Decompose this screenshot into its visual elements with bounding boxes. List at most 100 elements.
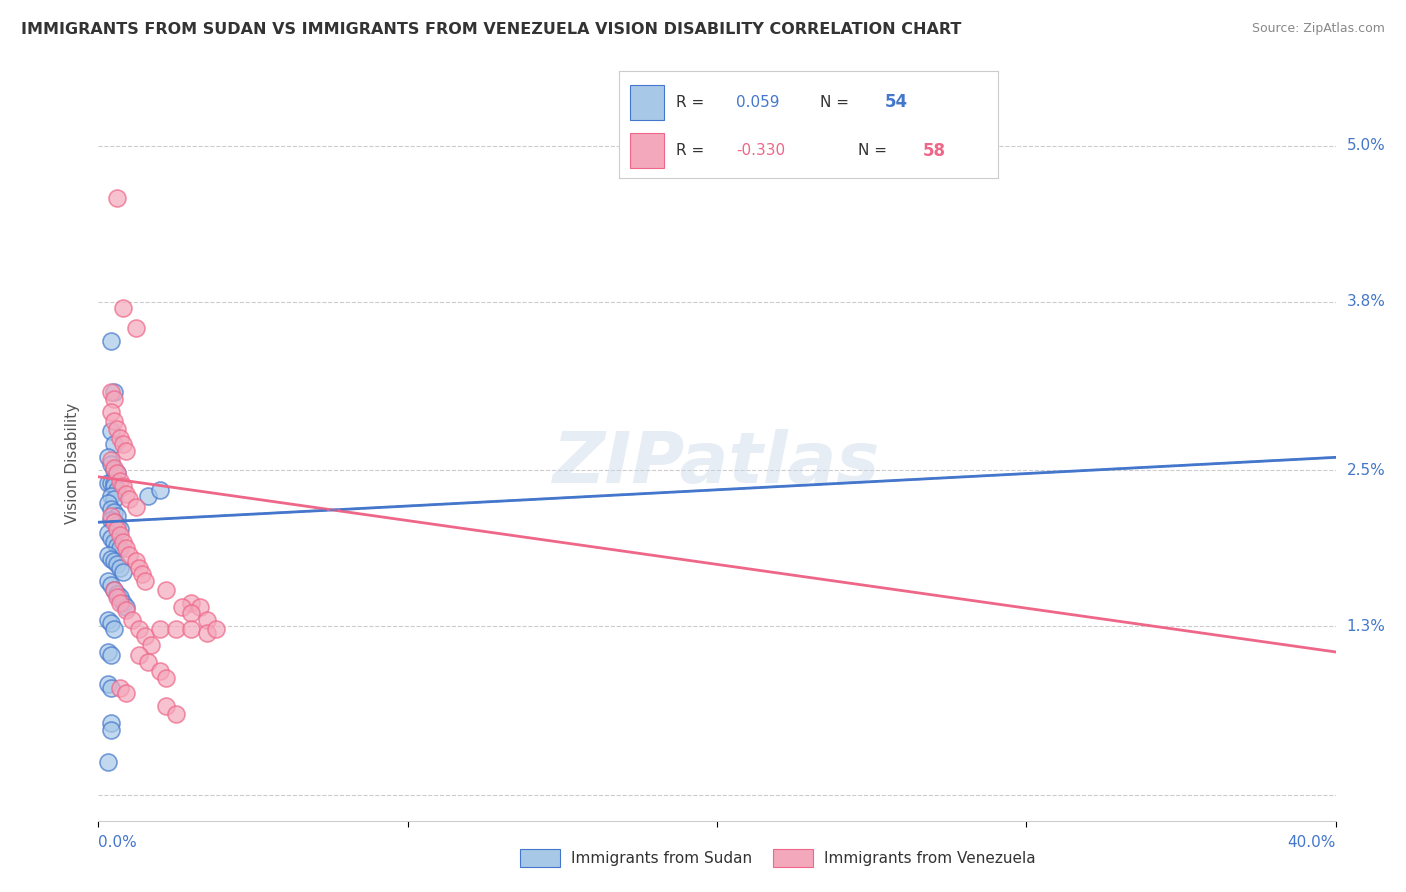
Point: [115, 541, 138, 556]
Point: [103, 414, 125, 428]
Point: [105, 483, 128, 497]
Point: [103, 582, 125, 597]
Point: [108, 591, 131, 605]
Point: [180, 606, 202, 620]
Point: [100, 508, 122, 523]
Point: [97, 476, 120, 491]
Point: [100, 489, 122, 503]
Text: 2.5%: 2.5%: [1347, 463, 1385, 478]
Point: [195, 613, 218, 627]
Point: [100, 502, 122, 516]
Point: [118, 491, 141, 506]
Text: 58: 58: [922, 142, 945, 160]
Point: [115, 486, 138, 500]
Point: [108, 474, 131, 488]
Point: [108, 431, 131, 445]
Point: [100, 457, 122, 471]
Point: [105, 591, 128, 605]
Point: [115, 443, 138, 458]
Point: [112, 479, 135, 493]
Point: [108, 596, 131, 610]
Point: [108, 681, 131, 696]
Point: [170, 599, 193, 614]
Text: IMMIGRANTS FROM SUDAN VS IMMIGRANTS FROM VENEZUELA VISION DISABILITY CORRELATION: IMMIGRANTS FROM SUDAN VS IMMIGRANTS FROM…: [21, 22, 962, 37]
Point: [103, 622, 125, 636]
Point: [165, 622, 187, 636]
Text: R =: R =: [675, 143, 709, 158]
Point: [100, 476, 122, 491]
Point: [108, 560, 131, 574]
Point: [121, 613, 143, 627]
Point: [180, 622, 202, 636]
Point: [100, 616, 122, 631]
Point: [165, 707, 187, 722]
Point: [100, 405, 122, 419]
Point: [100, 723, 122, 737]
Point: [136, 489, 159, 503]
Point: [128, 648, 150, 662]
Point: [105, 557, 128, 571]
Text: 40.0%: 40.0%: [1288, 836, 1336, 850]
Point: [108, 522, 131, 536]
Point: [105, 191, 128, 205]
Text: 3.8%: 3.8%: [1347, 294, 1386, 310]
Point: [103, 479, 125, 493]
Text: 54: 54: [884, 94, 907, 112]
Point: [97, 613, 120, 627]
Point: [134, 574, 156, 588]
Point: [103, 437, 125, 451]
Point: [97, 645, 120, 659]
Point: [105, 522, 128, 536]
Text: 5.0%: 5.0%: [1347, 138, 1385, 153]
Point: [103, 515, 125, 529]
Point: [155, 671, 177, 685]
Point: [112, 596, 135, 610]
Text: 0.0%: 0.0%: [98, 836, 138, 850]
Text: 0.059: 0.059: [737, 95, 780, 110]
Point: [105, 422, 128, 436]
Point: [115, 599, 138, 614]
Text: -0.330: -0.330: [737, 143, 786, 158]
Point: [136, 656, 159, 670]
Point: [105, 508, 128, 523]
Point: [97, 677, 120, 691]
Point: [131, 567, 153, 582]
Point: [118, 548, 141, 562]
Point: [112, 437, 135, 451]
Point: [100, 425, 122, 439]
Point: [195, 625, 218, 640]
Point: [105, 539, 128, 553]
Point: [112, 301, 135, 315]
Point: [100, 531, 122, 545]
Text: N =: N =: [858, 143, 891, 158]
Text: Source: ZipAtlas.com: Source: ZipAtlas.com: [1251, 22, 1385, 36]
Point: [103, 582, 125, 597]
Point: [155, 582, 177, 597]
Point: [105, 466, 128, 480]
Point: [97, 756, 120, 770]
Point: [105, 466, 128, 480]
Point: [103, 515, 125, 529]
Point: [100, 716, 122, 731]
Point: [103, 491, 125, 506]
Text: N =: N =: [820, 95, 853, 110]
Point: [155, 699, 177, 714]
Point: [100, 577, 122, 591]
Point: [105, 586, 128, 600]
Point: [134, 629, 156, 643]
Point: [115, 603, 138, 617]
Point: [103, 385, 125, 400]
Point: [100, 551, 122, 566]
Y-axis label: Vision Disability: Vision Disability: [65, 403, 80, 524]
Point: [97, 496, 120, 510]
Point: [124, 500, 146, 514]
Point: [190, 599, 212, 614]
Point: [100, 453, 122, 467]
Point: [180, 596, 202, 610]
Point: [149, 665, 172, 679]
Text: Immigrants from Sudan: Immigrants from Sudan: [571, 851, 752, 865]
Point: [103, 392, 125, 406]
Point: [100, 648, 122, 662]
Point: [100, 681, 122, 696]
Text: ZIPatlas: ZIPatlas: [554, 429, 880, 499]
